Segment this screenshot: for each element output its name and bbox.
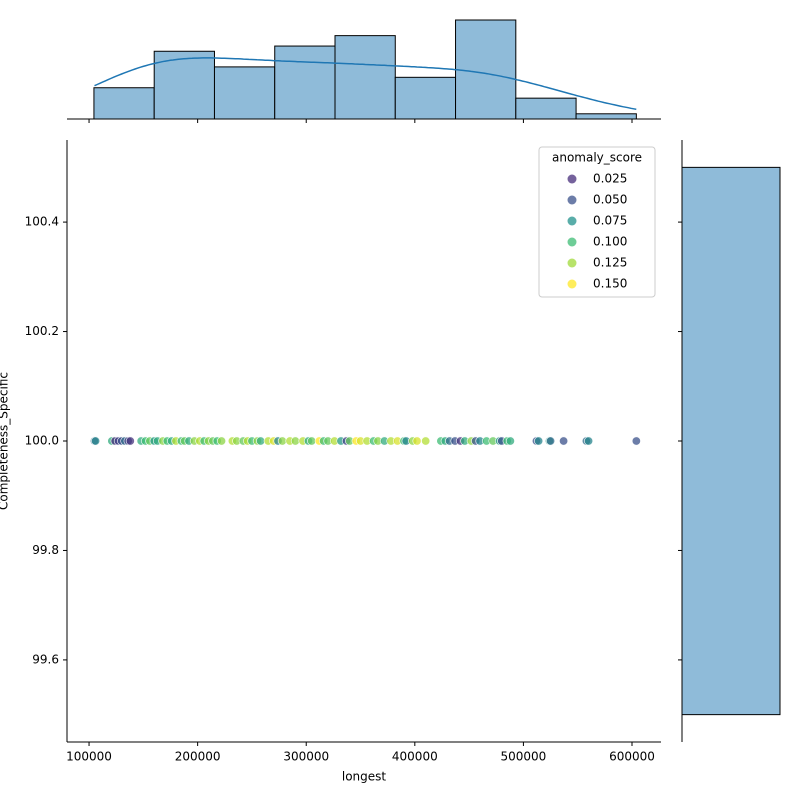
scatter-point: [584, 436, 594, 446]
scatter-point: [256, 436, 266, 446]
scatter-point: [412, 436, 422, 446]
legend-marker: [567, 279, 577, 289]
scatter-point: [307, 436, 317, 446]
scatter-point: [421, 436, 431, 446]
scatter-point: [125, 436, 135, 446]
legend-label: 0.125: [593, 256, 627, 270]
scatter-point: [217, 436, 227, 446]
histogram-bar: [455, 19, 517, 120]
x-tick-label: 500000: [501, 750, 547, 764]
histogram-bar: [515, 97, 577, 120]
kde-line: [94, 57, 637, 111]
x-tick-label: 200000: [175, 750, 221, 764]
legend-label: 0.150: [593, 277, 627, 291]
scatter-point: [534, 436, 544, 446]
y-tick-label: 100.4: [25, 215, 59, 229]
legend-label: 0.050: [593, 193, 627, 207]
histogram-bar: [394, 76, 457, 120]
legend-marker: [567, 195, 577, 205]
scatter-point: [505, 436, 515, 446]
x-tick-label: 600000: [609, 750, 655, 764]
legend-marker: [567, 237, 577, 247]
histogram-bar: [681, 166, 781, 716]
legend-label: 0.075: [593, 214, 627, 228]
y-axis-label: Completeness_Specific: [0, 372, 11, 510]
x-tick-label: 100000: [66, 750, 112, 764]
x-tick-label: 400000: [392, 750, 438, 764]
legend-marker: [567, 216, 577, 226]
y-tick-label: 100.0: [25, 434, 59, 448]
x-axis-label: longest: [342, 770, 387, 784]
histogram-bar: [575, 113, 637, 120]
histogram-bar: [274, 45, 336, 120]
scatter-point: [290, 436, 300, 446]
histogram-bar: [213, 66, 276, 120]
histogram-bar: [93, 87, 155, 120]
legend-label: 0.100: [593, 235, 627, 249]
legend-marker: [567, 174, 577, 184]
scatter-point: [91, 436, 101, 446]
x-tick-label: 300000: [283, 750, 329, 764]
legend-box: [538, 146, 656, 298]
legend-title: anomaly_score: [552, 151, 642, 165]
scatter-point: [277, 436, 287, 446]
y-tick-label: 100.2: [25, 324, 59, 338]
histogram-bar: [334, 35, 396, 120]
y-tick-label: 99.8: [32, 543, 59, 557]
scatter-point: [631, 436, 641, 446]
histogram-bar: [153, 50, 215, 120]
scatter-point: [546, 436, 556, 446]
legend-marker: [567, 258, 577, 268]
scatter-point: [559, 436, 569, 446]
y-tick-label: 99.6: [32, 652, 59, 666]
legend-label: 0.025: [593, 172, 627, 186]
